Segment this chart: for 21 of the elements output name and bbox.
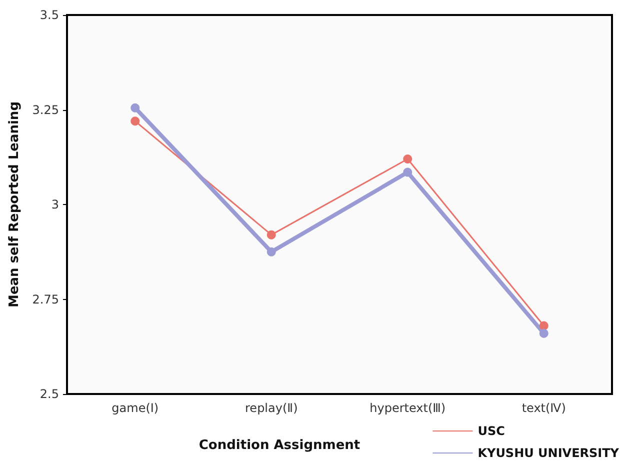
y-tick-label: 3.5	[40, 8, 59, 22]
point	[403, 154, 412, 164]
x-tick-label: hypertext(Ⅲ)	[370, 401, 446, 415]
x-axis-title: Condition Assignment	[198, 438, 360, 453]
y-tick-label: 2.5	[40, 387, 59, 401]
point	[266, 247, 276, 256]
legend-label: KYUSHU UNIVERSITY	[478, 446, 620, 460]
legend-label: USC	[478, 424, 506, 438]
point	[539, 328, 548, 338]
y-tick-label: 2.75	[32, 292, 59, 306]
x-tick-label: replay(Ⅱ)	[245, 401, 298, 415]
point	[539, 321, 548, 330]
point	[266, 230, 276, 240]
y-axis-title: Mean self Reported Leaning	[7, 102, 22, 308]
y-tick-label: 3.25	[32, 102, 59, 117]
y-tick-label: 3	[51, 198, 59, 212]
x-tick-label: text(Ⅳ)	[522, 401, 566, 415]
x-tick-label: game(Ⅰ)	[112, 401, 159, 415]
point	[130, 103, 140, 112]
point	[403, 168, 412, 177]
point	[130, 116, 140, 126]
